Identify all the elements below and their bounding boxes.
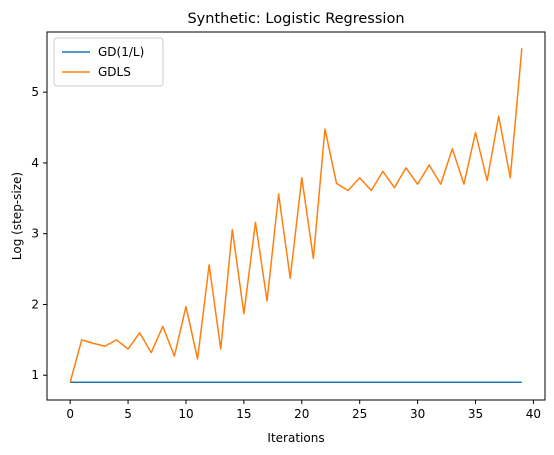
- series-line-1: [69, 48, 523, 383]
- legend: GD(1/L) GDLS: [53, 37, 164, 87]
- y-tick-label: 5: [31, 85, 39, 99]
- chart-title: Synthetic: Logistic Regression: [187, 11, 404, 27]
- x-axis-label: Iterations: [267, 431, 324, 445]
- x-tick-label: 35: [468, 407, 483, 421]
- y-axis-label: Log (step-size): [10, 172, 24, 260]
- series-lines: [69, 48, 523, 384]
- legend-box: [53, 37, 164, 87]
- plot-background: [47, 32, 545, 400]
- x-tick-label: 5: [124, 407, 132, 421]
- x-tick-label: 15: [236, 407, 251, 421]
- y-tick-label: 2: [31, 297, 39, 311]
- x-axis-ticks: 0 5 10 15 20 25 30 35 40: [66, 400, 541, 421]
- y-tick-label: 1: [31, 368, 39, 382]
- x-tick-label: 25: [352, 407, 367, 421]
- x-tick-label: 20: [294, 407, 309, 421]
- x-tick-label: 0: [66, 407, 74, 421]
- y-tick-label: 3: [31, 227, 39, 241]
- x-tick-label: 10: [178, 407, 193, 421]
- y-tick-label: 4: [31, 156, 39, 170]
- x-tick-label: 40: [526, 407, 541, 421]
- plot-frame: [46, 31, 546, 401]
- legend-label-1: GDLS: [98, 65, 131, 79]
- legend-label-0: GD(1/L): [98, 45, 144, 59]
- x-tick-label: 30: [410, 407, 425, 421]
- y-axis-ticks: 1 2 3 4 5: [31, 85, 47, 382]
